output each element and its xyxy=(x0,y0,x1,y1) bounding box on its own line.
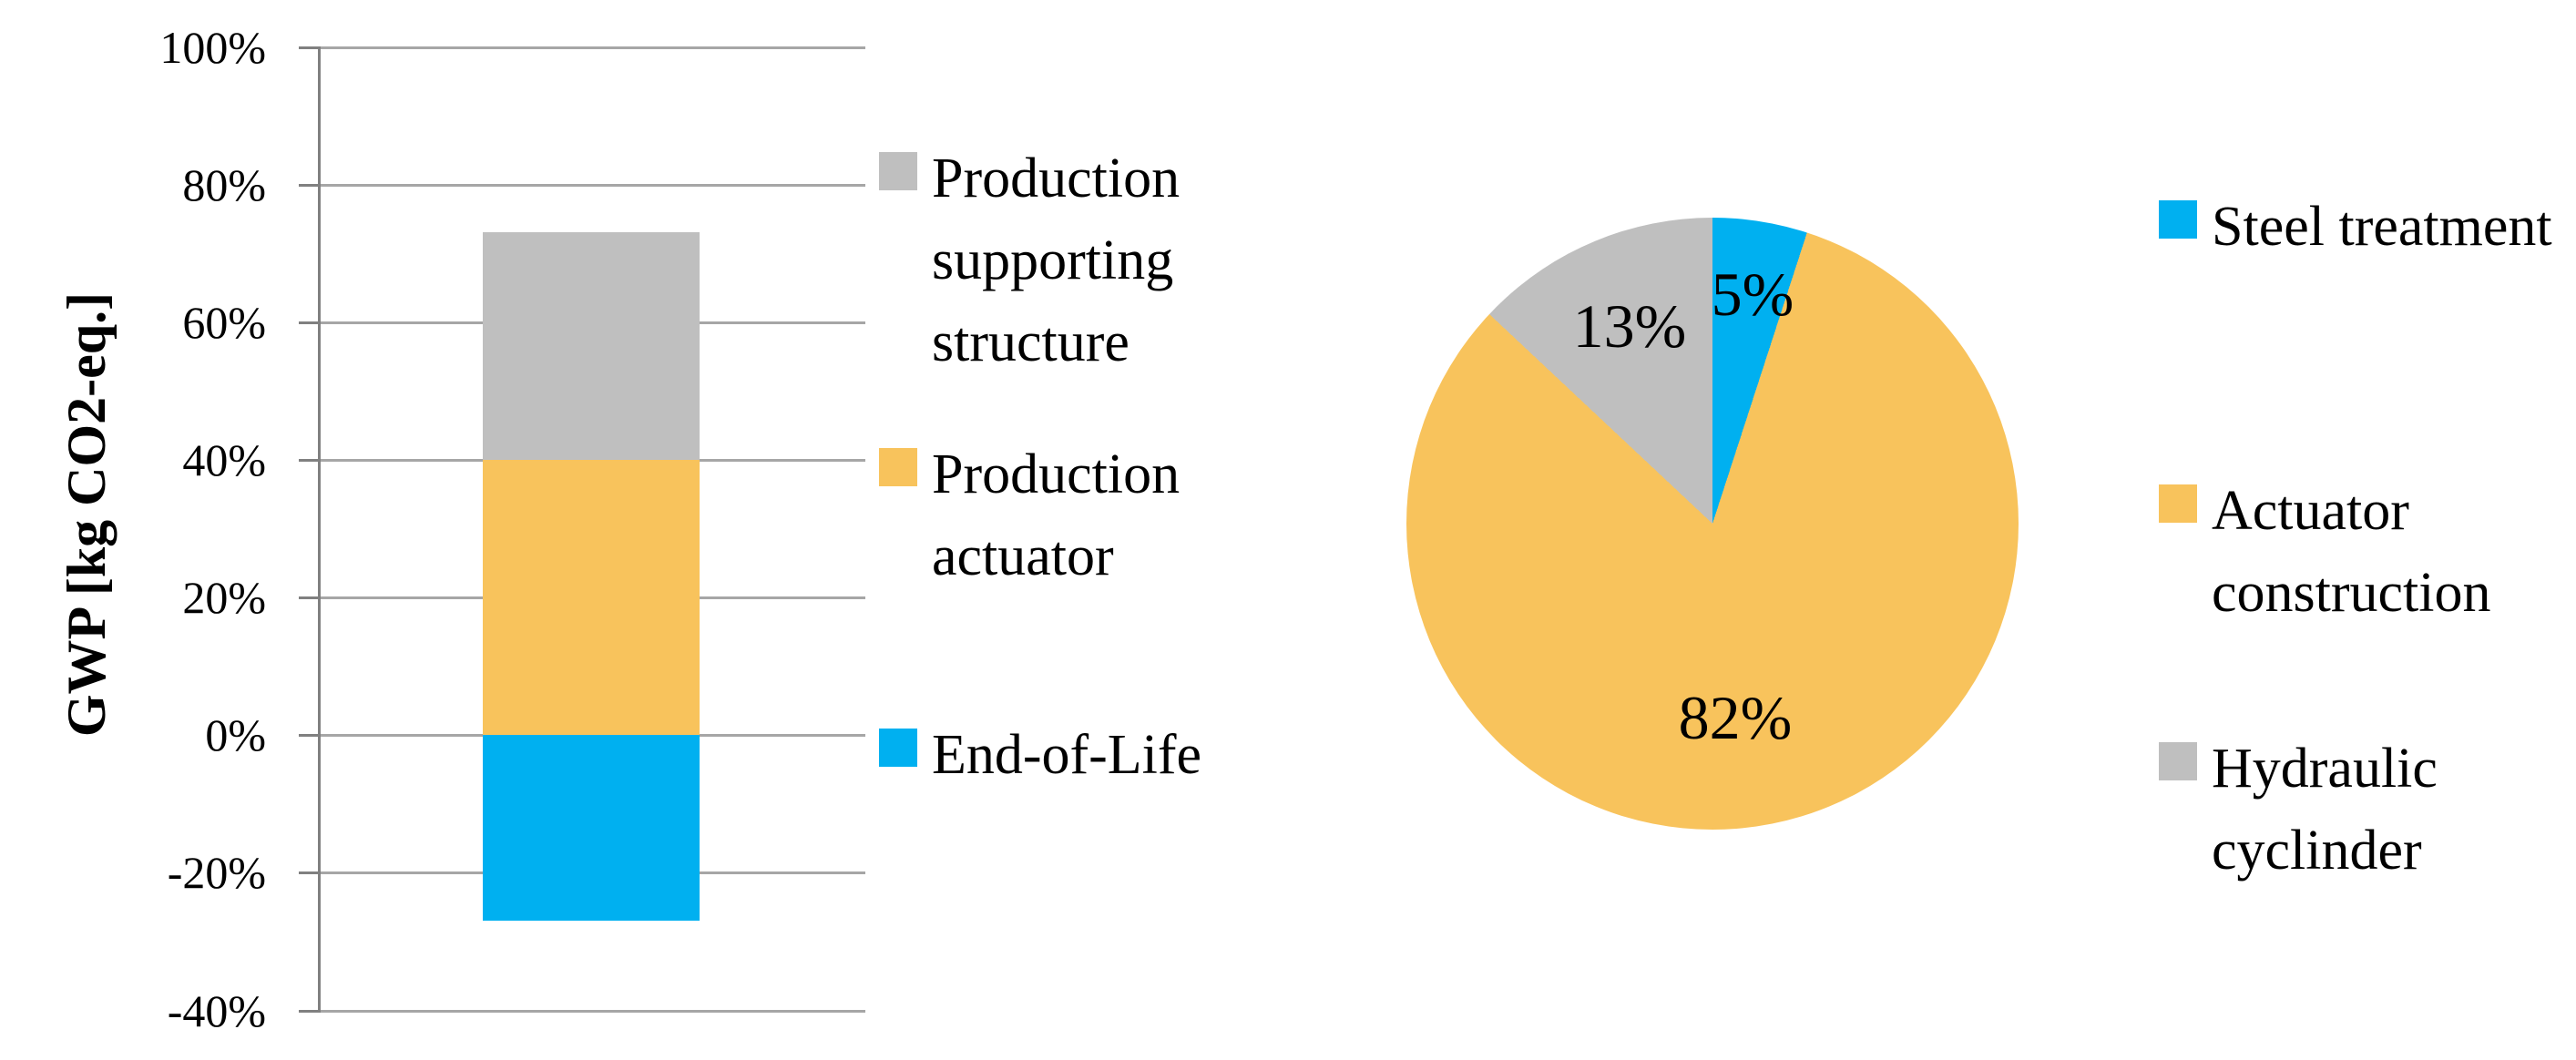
tick-80 xyxy=(299,184,319,187)
legend-item-production-supporting-structure: Production supporting structure xyxy=(879,138,1296,383)
legend-swatch-blue xyxy=(2159,200,2197,239)
y-tick-label: -40% xyxy=(167,985,266,1036)
bar-segment-end-of-life xyxy=(483,735,700,922)
pie-value-label-steel-treatment: 5% xyxy=(1711,260,1794,329)
legend-swatch-orange xyxy=(879,448,917,486)
y-tick-label: -20% xyxy=(167,847,266,898)
legend-label: Steel treatment xyxy=(2212,196,2552,258)
legend-swatch-gray xyxy=(2159,742,2197,780)
tick-neg20 xyxy=(299,871,319,874)
gridline-100 xyxy=(319,46,865,49)
legend-swatch-blue xyxy=(879,729,917,767)
tick-100 xyxy=(299,46,319,49)
y-tick-label: 0% xyxy=(205,709,266,760)
legend-label: Hydraulic cyclinder xyxy=(2212,738,2438,882)
legend-label: Production actuator xyxy=(932,443,1181,587)
tick-60 xyxy=(299,321,319,324)
y-tick-label: 40% xyxy=(182,434,266,485)
legend-swatch-gray xyxy=(879,152,917,190)
tick-neg40 xyxy=(299,1010,319,1013)
legend-label: Actuator construction xyxy=(2212,480,2491,624)
legend-item-hydraulic-cylinder: Hydraulic cyclinder xyxy=(2159,728,2576,892)
bar-segment-actuator xyxy=(483,459,700,735)
pie xyxy=(1406,218,2019,830)
tick-20 xyxy=(299,596,319,599)
tick-40 xyxy=(299,459,319,462)
legend-item-actuator-construction: Actuator construction xyxy=(2159,470,2576,634)
legend-item-end-of-life: End-of-Life xyxy=(879,714,1296,796)
y-tick-label: 60% xyxy=(182,297,266,348)
pie-value-label-hydraulic-cylinder: 13% xyxy=(1572,291,1687,361)
tick-0 xyxy=(299,734,319,737)
gridline-80 xyxy=(319,184,865,187)
pie-value-label-actuator-construction: 82% xyxy=(1678,683,1793,752)
bar-segment-supporting-structure xyxy=(483,232,700,460)
gridline-neg40 xyxy=(319,1010,865,1013)
legend-item-production-actuator: Production actuator xyxy=(879,433,1296,597)
y-tick-label: 20% xyxy=(182,572,266,623)
y-tick-label: 100% xyxy=(159,22,266,73)
legend-swatch-orange xyxy=(2159,484,2197,523)
y-axis-line xyxy=(318,46,321,1013)
legend-item-steel-treatment: Steel treatment xyxy=(2159,186,2576,268)
y-tick-label: 80% xyxy=(182,159,266,210)
legend-label: Production supporting structure xyxy=(932,148,1181,373)
legend-label: End-of-Life xyxy=(932,724,1202,786)
